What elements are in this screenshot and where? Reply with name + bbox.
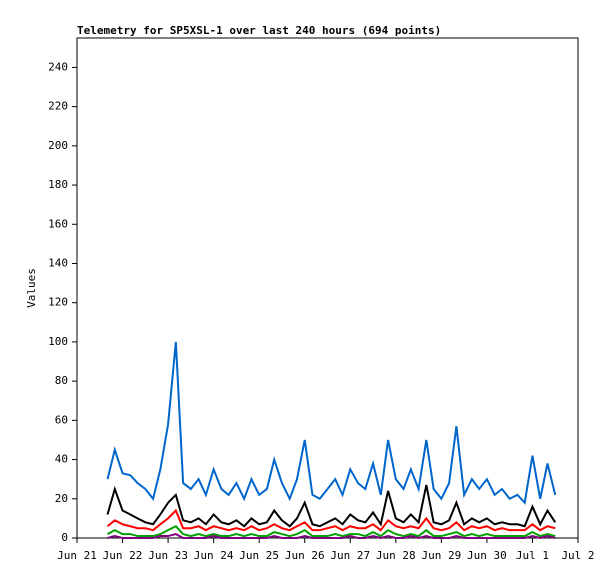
x-tick-label: Jun 23	[148, 549, 188, 562]
x-tick-label: Jul 2	[561, 549, 594, 562]
x-tick-label: Jun 26	[285, 549, 325, 562]
y-axis-label: Values	[25, 268, 38, 308]
y-tick-label: 160	[48, 217, 68, 230]
x-tick-label: Jun 30	[467, 549, 507, 562]
y-tick-label: 120	[48, 296, 68, 309]
x-tick-label: Jun 29	[421, 549, 461, 562]
series-line	[106, 484, 557, 528]
y-tick-label: 180	[48, 178, 68, 191]
x-tick-label: Jun 24	[194, 549, 234, 562]
x-tick-label: Jun 25	[239, 549, 279, 562]
y-tick-label: 80	[55, 374, 68, 387]
y-tick-label: 0	[61, 531, 68, 544]
chart-title: Telemetry for SP5XSL-1 over last 240 hou…	[77, 24, 441, 37]
y-tick-label: 220	[48, 100, 68, 113]
series-line	[107, 533, 556, 540]
y-tick-label: 240	[48, 60, 68, 73]
y-tick-label: 60	[55, 413, 68, 426]
y-tick-label: 40	[55, 453, 68, 466]
x-tick-label: Jun 27	[330, 549, 370, 562]
x-tick-label: Jun 22	[103, 549, 143, 562]
x-tick-label: Jun 21	[57, 549, 97, 562]
y-tick-label: 200	[48, 139, 68, 152]
y-tick-label: 100	[48, 335, 68, 348]
y-tick-label: 140	[48, 256, 68, 269]
series-line	[106, 508, 556, 532]
series-line	[106, 341, 557, 505]
y-tick-label: 20	[55, 492, 68, 505]
series-line	[107, 525, 556, 538]
x-tick-label: Jul 1	[516, 549, 549, 562]
x-tick-label: Jun 28	[376, 549, 416, 562]
